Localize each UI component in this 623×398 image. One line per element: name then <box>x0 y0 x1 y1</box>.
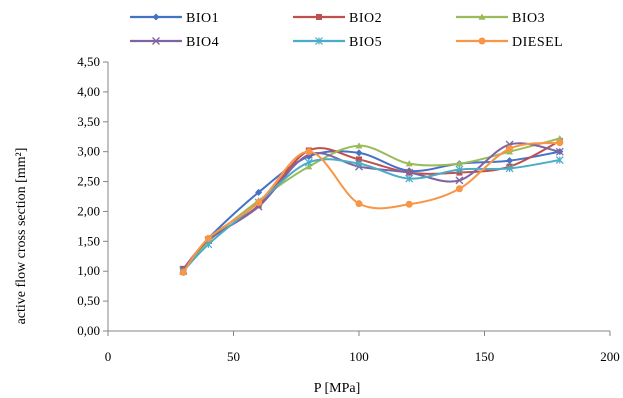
y-tick-label: 0,00 <box>77 323 100 338</box>
legend-label-bio5: BIO5 <box>349 35 382 50</box>
data-point-diesel <box>355 200 363 208</box>
legend-item-bio5: BIO5 <box>293 35 382 50</box>
y-tick-label: 4,00 <box>77 84 100 99</box>
legend-item-diesel: DIESEL <box>456 35 563 50</box>
data-point-diesel <box>506 145 514 153</box>
legend-item-bio1: BIO1 <box>130 11 219 26</box>
series-line-bio3 <box>182 137 561 272</box>
legend-marker-bio2 <box>316 14 322 20</box>
data-point-diesel <box>405 200 413 208</box>
y-tick-label: 3,50 <box>77 114 100 129</box>
legend-label-bio3: BIO3 <box>512 11 545 26</box>
series-bio2 <box>180 137 563 272</box>
x-tick-label: 150 <box>475 349 495 364</box>
data-point-bio4 <box>555 147 564 156</box>
legend-label-bio2: BIO2 <box>349 11 382 26</box>
legend-item-bio3: BIO3 <box>456 11 545 26</box>
legend-label-diesel: DIESEL <box>512 35 563 50</box>
legend-marker-bio3 <box>478 13 486 20</box>
x-axis-label: P [MPa] <box>314 381 361 396</box>
series-lines <box>179 135 564 276</box>
data-point-diesel <box>204 234 212 242</box>
data-point-bio5 <box>405 174 414 183</box>
data-point-bio3 <box>405 160 413 167</box>
data-point-diesel <box>255 198 263 206</box>
data-point-bio4 <box>455 176 464 185</box>
data-point-bio1 <box>506 157 514 165</box>
series-diesel <box>179 139 564 276</box>
x-tick-label: 200 <box>600 349 620 364</box>
data-point-bio5 <box>555 156 564 164</box>
legend-item-bio2: BIO2 <box>293 11 382 26</box>
y-tick-label: 2,50 <box>77 174 100 189</box>
legend-label-bio1: BIO1 <box>186 11 219 26</box>
series-bio1 <box>179 148 564 274</box>
series-bio5 <box>179 156 564 276</box>
x-tick-label: 50 <box>227 349 240 364</box>
legend-marker-bio5 <box>315 37 323 45</box>
y-tick-label: 1,50 <box>77 233 100 248</box>
data-point-bio4 <box>405 168 414 177</box>
data-point-bio5 <box>455 165 464 174</box>
x-tick-label: 0 <box>105 349 112 364</box>
legend-marker-bio1 <box>152 13 160 21</box>
y-tick-label: 1,00 <box>77 263 100 278</box>
y-tick-label: 4,50 <box>77 54 100 69</box>
data-point-bio3 <box>455 160 463 167</box>
y-axis-label: active flow cross section [mm²] <box>14 148 29 325</box>
data-point-bio5 <box>505 164 514 173</box>
legend-marker-bio4 <box>152 37 160 45</box>
y-tick-label: 3,00 <box>77 144 100 159</box>
legend-marker-diesel <box>478 37 486 45</box>
data-point-bio3 <box>355 142 363 149</box>
data-point-bio1 <box>255 188 263 196</box>
data-point-bio2 <box>356 156 362 163</box>
x-tick-label: 100 <box>349 349 369 364</box>
legend-label-bio4: BIO4 <box>186 35 219 50</box>
data-point-bio5 <box>355 159 363 168</box>
series-line-bio2 <box>182 140 561 270</box>
data-point-diesel <box>305 148 313 156</box>
data-point-bio3 <box>305 163 313 170</box>
legend-item-bio4: BIO4 <box>130 35 219 50</box>
chart-legend: BIO1 BIO2 BIO3 BIO4 BIO5 DIESEL <box>130 11 563 50</box>
data-point-bio5 <box>304 158 313 167</box>
data-point-diesel <box>455 185 463 193</box>
y-tick-label: 2,00 <box>77 203 100 218</box>
y-tick-label: 0,50 <box>77 293 100 308</box>
data-point-diesel <box>556 139 564 147</box>
chart-axes: 0,00 0,50 1,00 1,50 2,00 2,50 3,00 3,50 4,00 4,50… <box>77 54 620 364</box>
data-point-diesel <box>179 268 187 276</box>
data-point-bio1 <box>355 149 363 157</box>
